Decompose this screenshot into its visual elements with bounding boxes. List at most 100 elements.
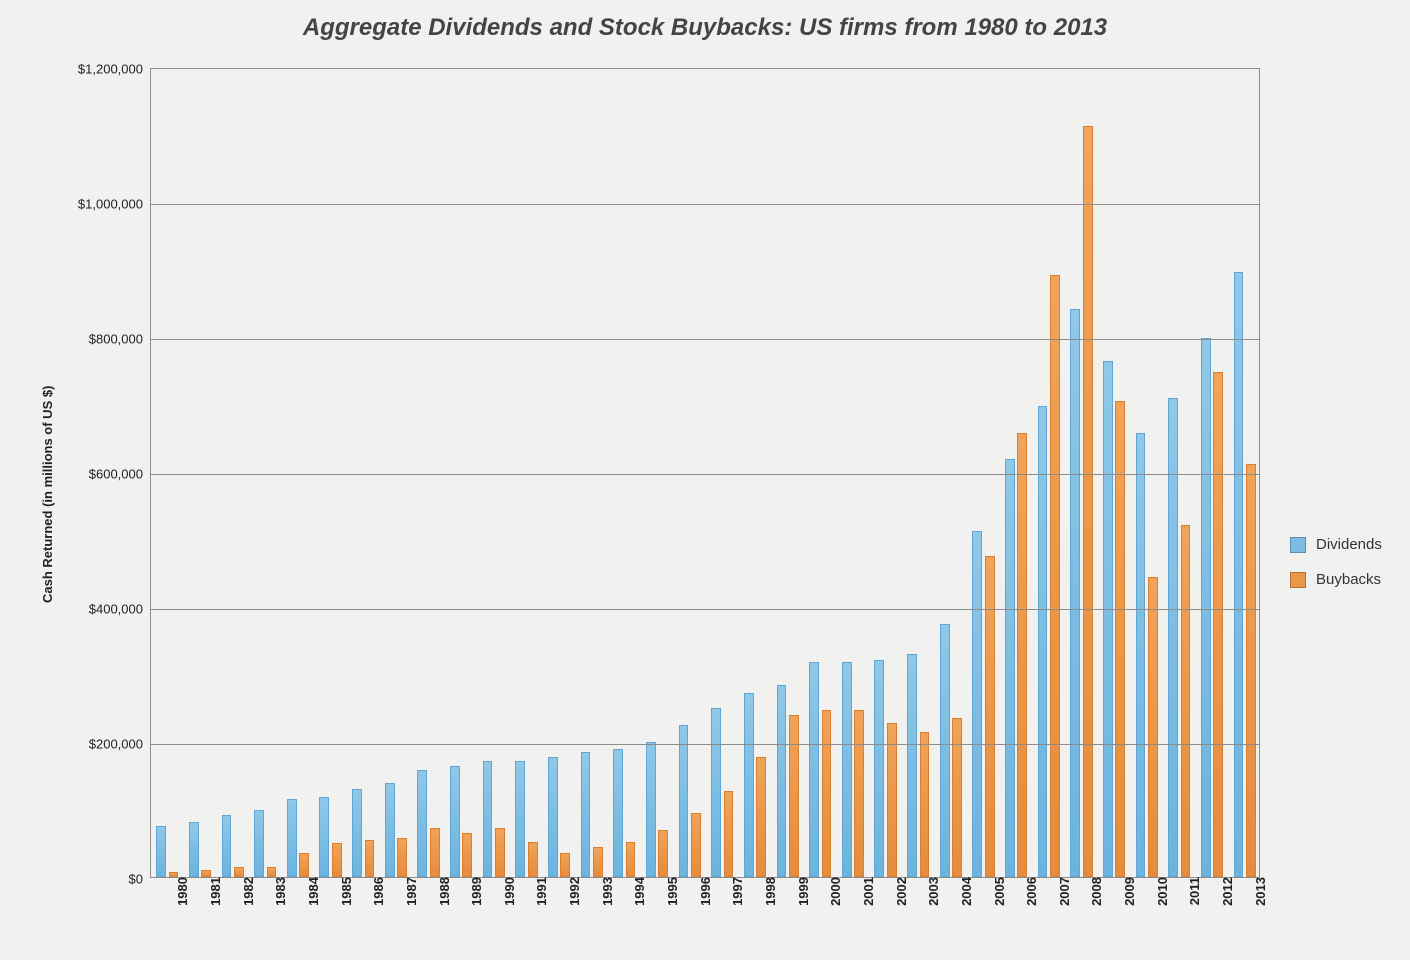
y-tick-label: $800,000 (89, 332, 151, 347)
bar-buybacks (299, 853, 309, 877)
bar-buybacks (724, 791, 734, 877)
bar-buybacks (1181, 525, 1191, 877)
x-tick-label: 1987 (402, 877, 419, 906)
y-tick-label: $400,000 (89, 602, 151, 617)
x-tick-label: 2012 (1218, 877, 1235, 906)
gridline (151, 204, 1259, 205)
x-tick-label: 2001 (859, 877, 876, 906)
bar-dividends (940, 624, 950, 877)
bar-dividends (1070, 309, 1080, 877)
legend-label: Buybacks (1316, 571, 1381, 588)
bar-dividends (1038, 406, 1048, 877)
bar-dividends (483, 761, 493, 877)
bar-buybacks (1213, 372, 1223, 877)
bar-buybacks (1083, 126, 1093, 877)
bar-dividends (189, 822, 199, 877)
bar-buybacks (920, 732, 930, 877)
x-tick-label: 1990 (500, 877, 517, 906)
bars-layer (151, 69, 1259, 877)
x-tick-label: 1994 (630, 877, 647, 906)
bar-buybacks (528, 842, 538, 877)
x-tick-label: 2006 (1022, 877, 1039, 906)
chart-title: Aggregate Dividends and Stock Buybacks: … (0, 14, 1410, 42)
y-tick-label: $1,200,000 (78, 62, 151, 77)
gridline (151, 339, 1259, 340)
chart-container: Aggregate Dividends and Stock Buybacks: … (0, 0, 1410, 960)
bar-dividends (1168, 398, 1178, 877)
bar-buybacks (365, 840, 375, 877)
bar-buybacks (495, 828, 505, 877)
bar-buybacks (234, 867, 244, 877)
gridline (151, 744, 1259, 745)
bar-buybacks (397, 838, 407, 877)
y-axis-label: Cash Returned (in millions of US $) (40, 386, 55, 603)
x-tick-label: 1981 (206, 877, 223, 906)
x-tick-label: 2008 (1087, 877, 1104, 906)
legend-item: Buybacks (1290, 571, 1382, 588)
bar-buybacks (1017, 433, 1027, 877)
bar-dividends (287, 799, 297, 877)
bar-dividends (1136, 433, 1146, 877)
x-tick-label: 1995 (663, 877, 680, 906)
bar-buybacks (593, 847, 603, 877)
bar-buybacks (1246, 464, 1256, 877)
x-tick-label: 2003 (924, 877, 941, 906)
bar-dividends (744, 693, 754, 877)
bar-buybacks (854, 710, 864, 877)
x-tick-label: 2002 (892, 877, 909, 906)
bar-buybacks (332, 843, 342, 877)
legend-swatch (1290, 537, 1306, 553)
x-tick-label: 1983 (271, 877, 288, 906)
x-tick-label: 2000 (826, 877, 843, 906)
bar-buybacks (887, 723, 897, 877)
legend-item: Dividends (1290, 536, 1382, 553)
bar-dividends (515, 761, 525, 877)
bar-buybacks (1050, 275, 1060, 877)
x-tick-label: 1986 (369, 877, 386, 906)
bar-dividends (417, 770, 427, 877)
bar-buybacks (626, 842, 636, 877)
x-tick-label: 2013 (1251, 877, 1268, 906)
x-tick-label: 1996 (696, 877, 713, 906)
x-tick-label: 2011 (1185, 877, 1202, 905)
bar-dividends (809, 662, 819, 877)
bar-dividends (1103, 361, 1113, 877)
bar-dividends (777, 685, 787, 877)
legend-label: Dividends (1316, 536, 1382, 553)
legend: Dividends Buybacks (1290, 536, 1382, 606)
bar-dividends (907, 654, 917, 877)
bar-dividends (385, 783, 395, 878)
bar-dividends (581, 752, 591, 877)
x-tick-label: 1998 (761, 877, 778, 906)
x-tick-label: 2004 (957, 877, 974, 906)
x-tick-label: 1980 (173, 877, 190, 906)
bar-buybacks (267, 867, 277, 877)
bar-dividends (352, 789, 362, 877)
x-tick-label: 2010 (1153, 877, 1170, 906)
bar-dividends (613, 749, 623, 877)
bar-dividends (972, 531, 982, 877)
x-tick-label: 1997 (728, 877, 745, 906)
bar-dividends (450, 766, 460, 877)
y-tick-label: $600,000 (89, 467, 151, 482)
bar-dividends (679, 725, 689, 877)
x-tick-label: 1999 (794, 877, 811, 906)
bar-dividends (319, 797, 329, 877)
bar-buybacks (985, 556, 995, 877)
bar-dividends (1234, 272, 1244, 877)
x-tick-label: 2007 (1055, 877, 1072, 906)
bar-buybacks (201, 870, 211, 877)
y-tick-label: $1,000,000 (78, 197, 151, 212)
x-tick-label: 2009 (1120, 877, 1137, 906)
x-tick-label: 1984 (304, 877, 321, 906)
bar-dividends (156, 826, 166, 877)
x-tick-label: 1989 (467, 877, 484, 906)
bar-buybacks (952, 718, 962, 877)
bar-buybacks (756, 757, 766, 877)
bar-dividends (1005, 459, 1015, 878)
x-tick-label: 1993 (598, 877, 615, 906)
bar-dividends (254, 810, 264, 878)
gridline (151, 474, 1259, 475)
y-tick-label: $200,000 (89, 737, 151, 752)
bar-dividends (1201, 338, 1211, 877)
